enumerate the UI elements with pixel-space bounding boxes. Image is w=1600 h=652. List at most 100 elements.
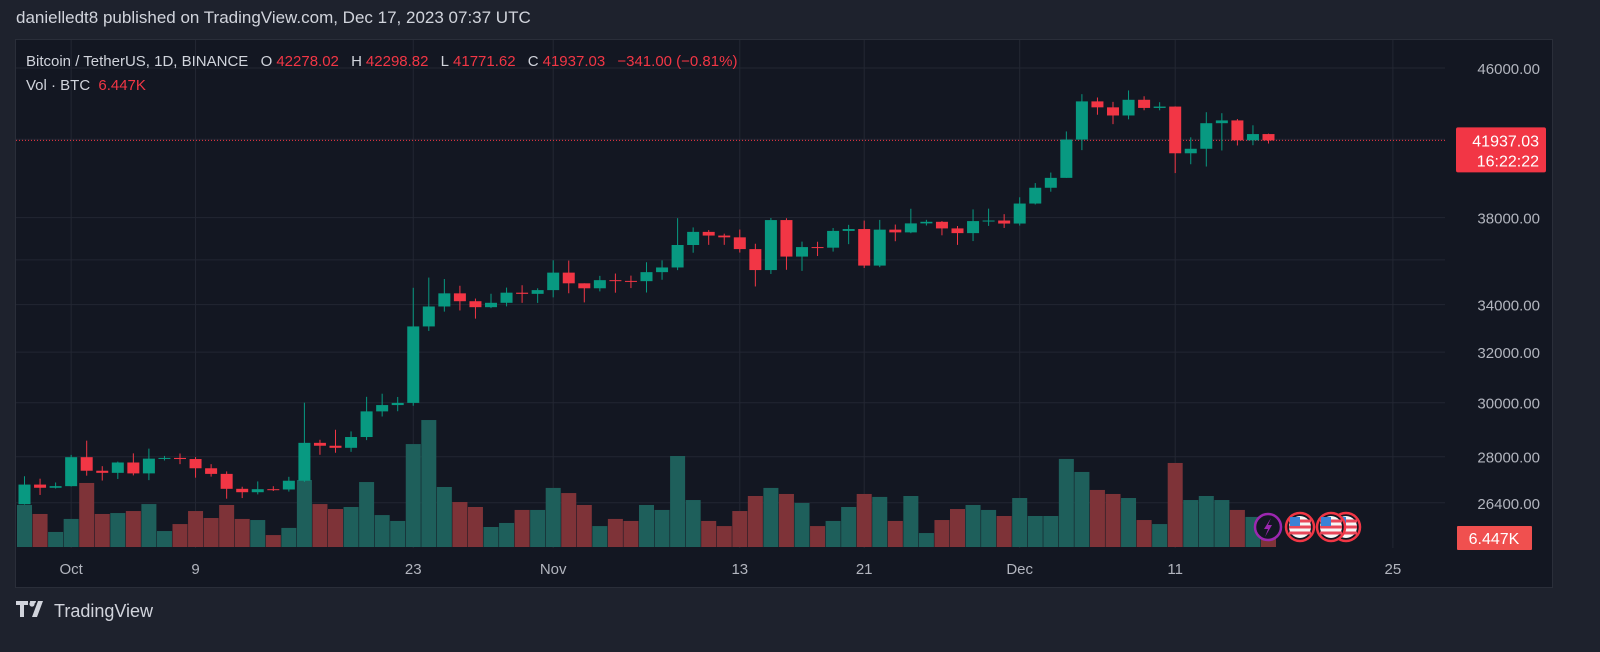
volume-label[interactable]: Vol · BTC: [26, 77, 91, 94]
volume-bar: [561, 493, 577, 547]
volume-bar: [1027, 515, 1043, 547]
volume-bar: [1214, 500, 1230, 547]
candle-body: [889, 229, 902, 233]
volume-bar: [1167, 462, 1183, 547]
volume-bar: [405, 444, 421, 547]
price-tick-label: 32000.00: [1477, 345, 1540, 362]
candle-body: [96, 470, 109, 473]
time-axis: Oct 9 23 Nov 13 21 Dec 11 25: [59, 561, 1401, 578]
chart-legend: Bitcoin / TetherUS, 1D, BINANCE O 42278.0…: [26, 52, 741, 100]
price-tick-label: 28000.00: [1477, 450, 1540, 467]
volume-bar: [592, 526, 608, 547]
close-value: 41937.03: [542, 53, 606, 70]
close-label: C: [527, 53, 539, 70]
candle-body: [80, 457, 93, 471]
volume-bar: [918, 533, 934, 547]
volume-bar: [390, 520, 406, 547]
flag-canton: [1290, 517, 1300, 526]
candle-body: [1200, 123, 1213, 149]
volume-bar: [374, 515, 390, 547]
candle-body: [967, 221, 980, 234]
candle-body: [624, 280, 637, 282]
last-price-value: 41937.03: [1472, 133, 1539, 150]
volume-bar: [328, 509, 343, 547]
time-tick-label: 11: [1167, 561, 1183, 578]
volume-bar: [110, 513, 126, 547]
volume-bar: [48, 531, 64, 547]
flag-stripe: [1320, 531, 1342, 535]
volume-bar: [732, 511, 748, 547]
high-label: H: [351, 53, 362, 70]
candle-body: [158, 457, 171, 459]
volume-bar: [141, 504, 157, 547]
change-value: −341.00 (−0.81%): [617, 53, 738, 70]
open-label: O: [260, 53, 273, 70]
candle-body: [827, 230, 840, 248]
candle-body: [111, 462, 124, 473]
volume-bar: [1121, 498, 1137, 547]
volume-bar: [778, 493, 794, 547]
volume-bar: [1043, 515, 1059, 547]
time-tick-label: Dec: [1006, 561, 1033, 578]
volume-bar: [965, 504, 981, 547]
candle-body: [485, 302, 497, 308]
candle-body: [858, 229, 871, 266]
candle-body: [578, 283, 591, 289]
volume-bar: [17, 504, 32, 547]
candle-body: [547, 272, 560, 291]
volume-bar: [63, 518, 79, 547]
price-axis: 46000.00 38000.00 34000.00 32000.00 30000.00…: [1477, 61, 1540, 513]
price-tick-label: 46000.00: [1477, 61, 1540, 78]
low-label: L: [440, 53, 450, 70]
candle-body: [1075, 101, 1088, 140]
volume-bar: [1183, 500, 1199, 547]
candle-body: [1122, 99, 1135, 116]
candle-body: [998, 220, 1011, 224]
volume-bar: [685, 500, 701, 547]
candle-body: [376, 405, 389, 412]
grid: [16, 40, 1445, 548]
candle-body: [360, 411, 373, 438]
candle-body: [640, 272, 653, 282]
volume-bar: [250, 520, 266, 547]
footer-brand[interactable]: TradingView: [16, 598, 153, 622]
volume-bar: [234, 518, 250, 547]
candle-body: [1107, 107, 1119, 116]
candle-body: [236, 488, 249, 493]
candle-body: [951, 228, 964, 234]
volume-bar: [1105, 493, 1121, 547]
candle-body: [1029, 187, 1042, 204]
candle-body: [298, 442, 311, 481]
flag-stripe: [1320, 525, 1342, 529]
candle-body: [1153, 106, 1166, 108]
flag-stripe: [1335, 531, 1357, 535]
volume-bar: [281, 527, 297, 547]
candle-body: [1231, 120, 1244, 141]
time-tick-label: 13: [731, 561, 748, 578]
candle-body: [609, 280, 622, 282]
candle-body: [671, 245, 684, 268]
volume-bar: [950, 509, 965, 547]
volume-bar: [856, 493, 872, 547]
candle-body: [920, 221, 933, 224]
volume-bar: [825, 520, 841, 547]
candle-body: [1184, 148, 1197, 154]
price-tick-label: 26400.00: [1477, 496, 1540, 513]
candle-body: [1013, 203, 1026, 224]
volume-bar: [1074, 471, 1090, 547]
volume-bar: [343, 507, 359, 547]
low-value: 41771.62: [453, 53, 516, 70]
volume-bar: [903, 495, 919, 547]
candle-body: [516, 292, 529, 294]
candle-body: [1246, 134, 1259, 141]
volume-bar: [188, 511, 204, 547]
volume-bar: [203, 518, 219, 547]
candle-body: [873, 229, 886, 266]
candle-body: [345, 437, 358, 448]
volume-bar: [934, 520, 950, 547]
volume-bars: [17, 420, 1276, 547]
volume-bar: [219, 504, 235, 547]
symbol-title[interactable]: Bitcoin / TetherUS, 1D, BINANCE: [26, 53, 249, 70]
candle-body: [453, 293, 466, 302]
